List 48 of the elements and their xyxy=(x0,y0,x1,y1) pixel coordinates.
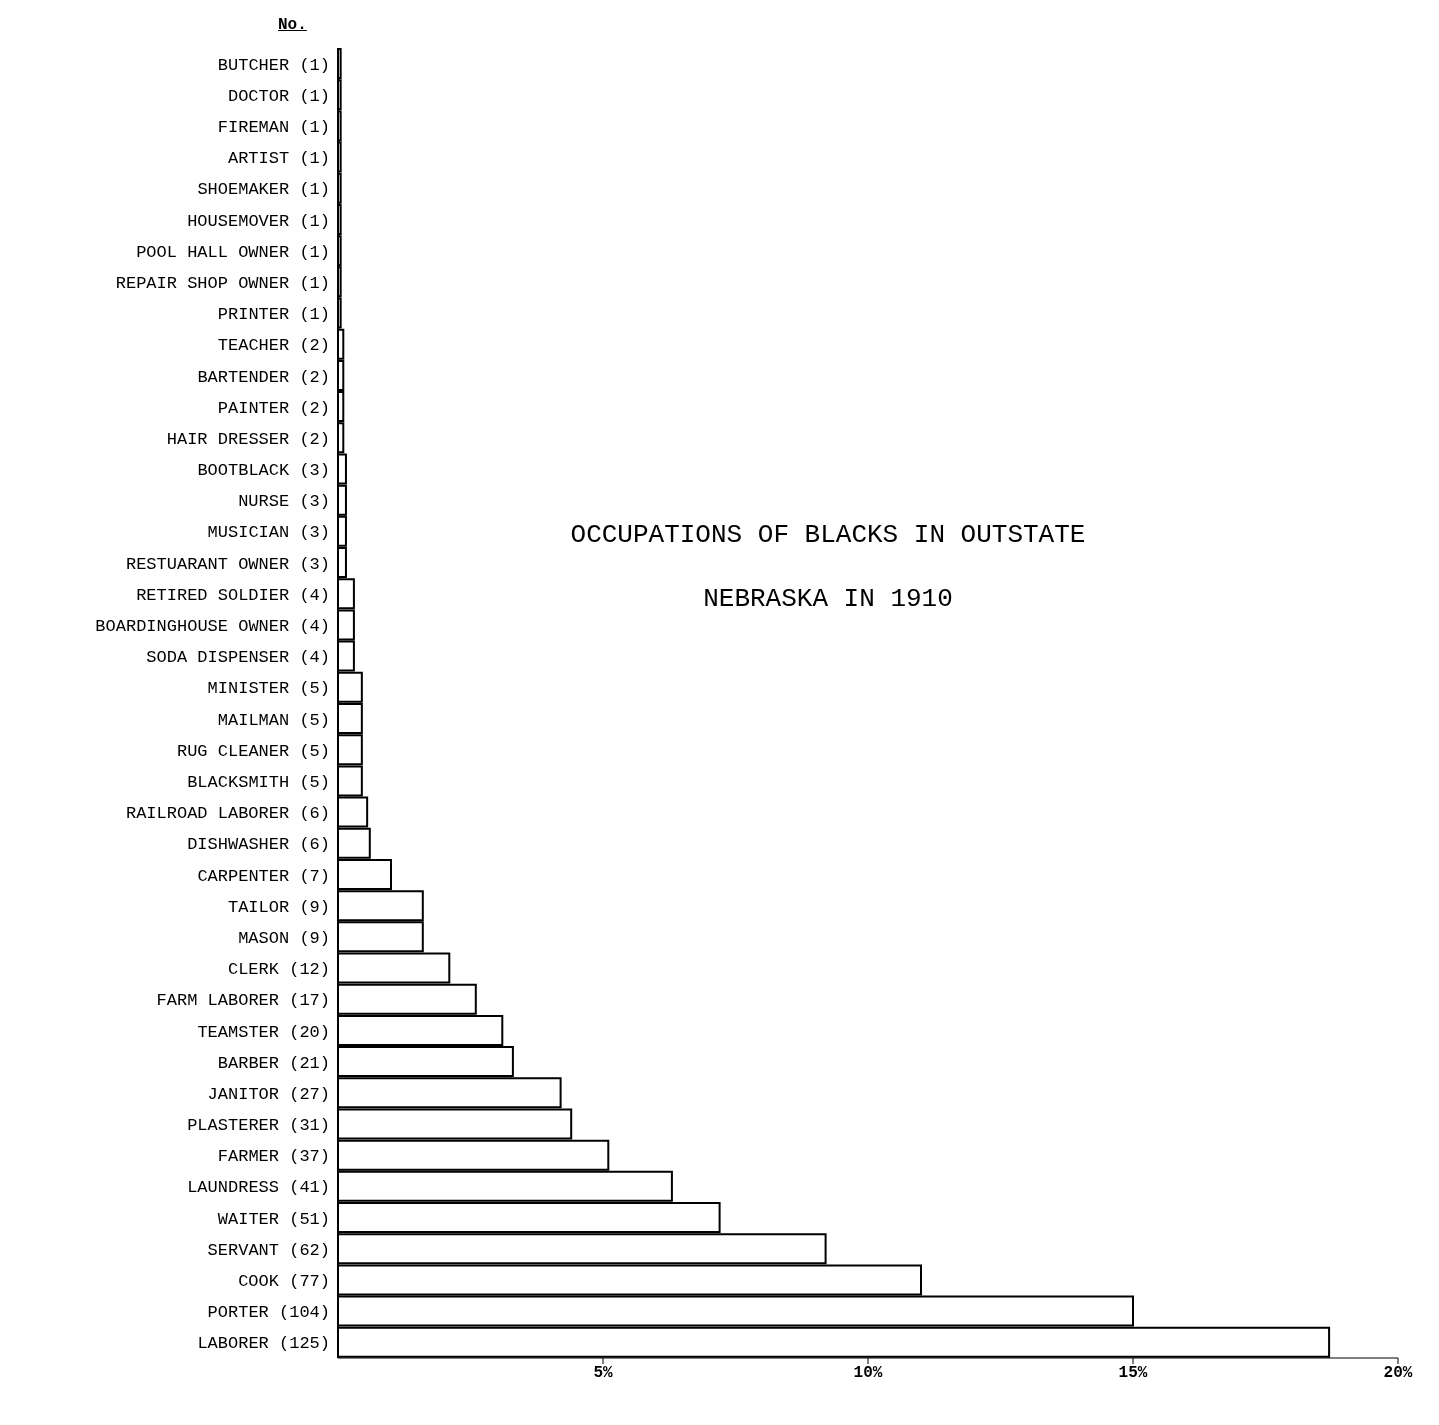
y-tick-label: TEACHER (2) xyxy=(217,336,330,356)
y-tick-label: WAITER (51) xyxy=(217,1209,330,1229)
y-tick-label: RUG CLEANER (5) xyxy=(176,741,330,761)
y-tick-label: BOARDINGHOUSE OWNER (4) xyxy=(95,617,330,637)
x-tick-label: 10% xyxy=(853,1364,883,1383)
y-tick-label: REPAIR SHOP OWNER (1) xyxy=(115,273,330,293)
y-tick-label: COOK (77) xyxy=(238,1272,330,1292)
y-tick-label: SODA DISPENSER (4) xyxy=(146,648,330,668)
text: No. xyxy=(278,16,307,34)
y-tick-label: BUTCHER (1) xyxy=(217,55,330,75)
y-tick-label: BARTENDER (2) xyxy=(197,367,330,387)
y-tick-label: ARTIST (1) xyxy=(227,149,330,169)
y-tick-label: PLASTERER (31) xyxy=(187,1116,330,1136)
y-tick-label: PAINTER (2) xyxy=(217,398,330,418)
y-tick-label: RETIRED SOLDIER (4) xyxy=(136,585,330,605)
y-tick-label: LAUNDRESS (41) xyxy=(187,1178,330,1198)
y-tick-label: BOOTBLACK (3) xyxy=(197,461,330,481)
y-tick-label: NURSE (3) xyxy=(238,492,330,512)
y-tick-label: CARPENTER (7) xyxy=(197,866,330,886)
y-tick-label: RAILROAD LABORER (6) xyxy=(125,804,330,824)
y-tick-label: LABORER (125) xyxy=(197,1334,330,1354)
y-tick-label: MINISTER (5) xyxy=(207,679,330,699)
y-tick-label: TEAMSTER (20) xyxy=(197,1022,330,1042)
x-tick-label: 15% xyxy=(1118,1364,1148,1383)
y-tick-label: BLACKSMITH (5) xyxy=(187,773,330,793)
y-tick-label: RESTUARANT OWNER (3) xyxy=(125,554,330,574)
y-tick-label: DISHWASHER (6) xyxy=(187,835,330,855)
y-tick-label: MUSICIAN (3) xyxy=(207,523,330,543)
y-tick-label: SERVANT (62) xyxy=(207,1240,330,1260)
y-tick-label: HAIR DRESSER (2) xyxy=(166,429,330,449)
y-tick-label: DOCTOR (1) xyxy=(227,86,330,106)
chart-title: OCCUPATIONS OF BLACKS IN OUTSTATE NEBRASKA IN 1910 xyxy=(570,520,1086,614)
y-tick-label: PRINTER (1) xyxy=(217,305,330,325)
y-tick-label: MAILMAN (5) xyxy=(217,710,330,730)
x-tick-label: 20% xyxy=(1383,1364,1413,1383)
y-tick-label: MASON (9) xyxy=(238,928,330,948)
y-tick-label: PORTER (104) xyxy=(207,1303,330,1323)
y-tick-label: POOL HALL OWNER (1) xyxy=(136,242,330,262)
y-tick-label: SHOEMAKER (1) xyxy=(197,180,330,200)
y-tick-label: FARMER (37) xyxy=(217,1147,330,1167)
y-tick-label: TAILOR (9) xyxy=(227,897,330,917)
y-tick-label: CLERK (12) xyxy=(227,960,330,980)
y-tick-label: JANITOR (27) xyxy=(207,1084,330,1104)
x-tick-label: 5% xyxy=(593,1364,613,1383)
y-tick-label: BARBER (21) xyxy=(217,1053,330,1073)
y-tick-label: FARM LABORER (17) xyxy=(156,991,330,1011)
y-tick-label: FIREMAN (1) xyxy=(217,118,330,138)
y-tick-label: HOUSEMOVER (1) xyxy=(187,211,330,231)
